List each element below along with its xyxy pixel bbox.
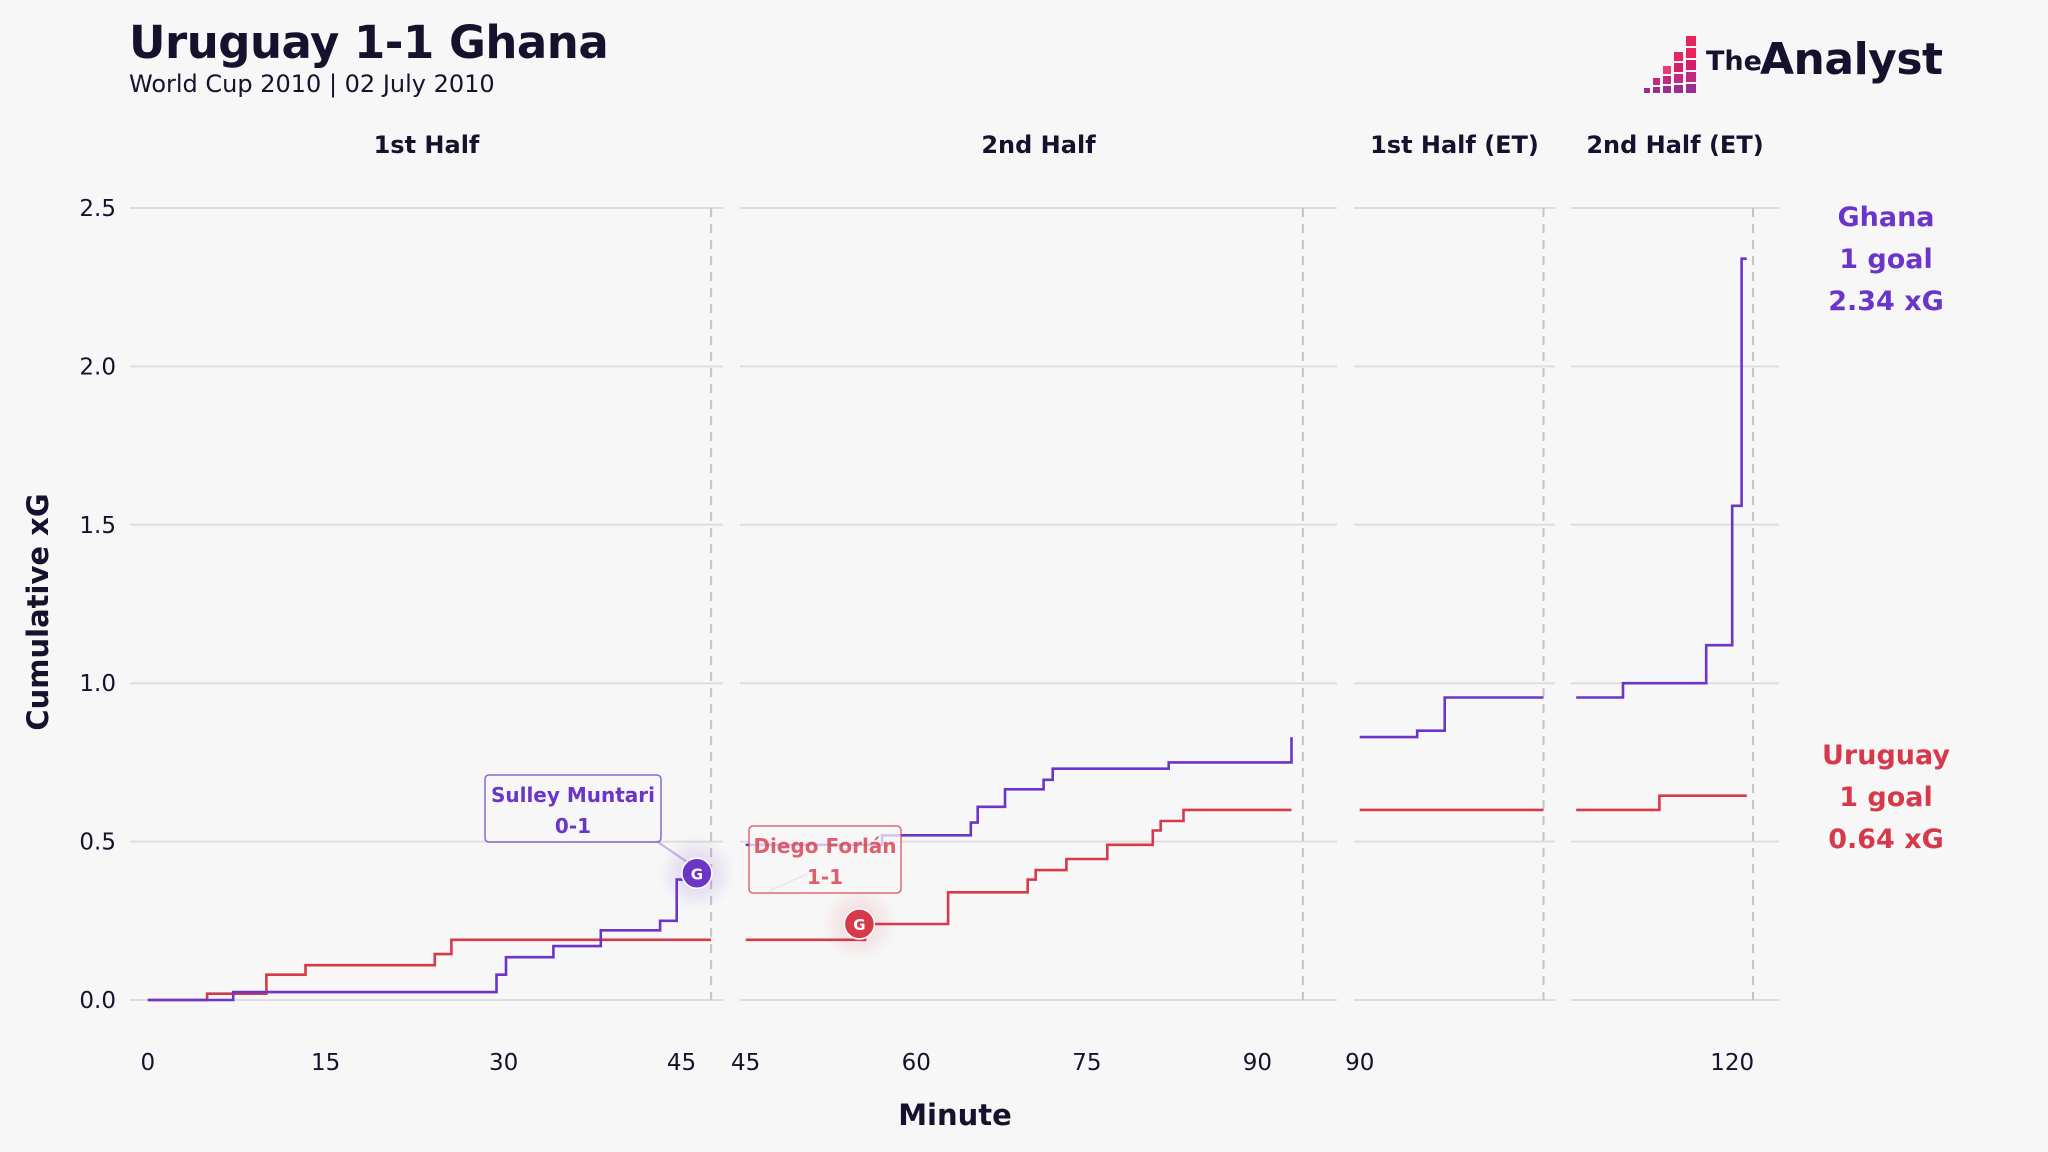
y-tick-label: 1.5 (79, 513, 116, 539)
panel-title: 1st Half (ET) (1370, 131, 1539, 159)
annotation-player: Diego Forlán (753, 834, 896, 858)
x-tick-label: 90 (1243, 1050, 1272, 1076)
goal-marker-icon (843, 908, 876, 940)
logo-text-analyst: Analyst (1760, 34, 1943, 85)
panel-1: 1st Half 0 15 30 45 (130, 131, 723, 1076)
uruguay-xg-line-panel-1 (147, 938, 712, 1002)
y-tick-label: 2.5 (79, 196, 116, 222)
logo-mark-icon (1644, 36, 1696, 93)
ghana-xg-line-panel-4 (1576, 257, 1747, 699)
ghana-xg-line-panel-2 (745, 737, 1293, 847)
y-axis-title: Cumulative xG (21, 493, 55, 730)
y-axis: 0.0 0.5 1.0 1.5 2.0 2.5 (79, 196, 116, 1014)
goal-marker-label: G (853, 916, 865, 934)
panel-2: 2nd Half 45 60 75 90 (731, 131, 1337, 1076)
ghana-label-goals: 1 goal (1839, 244, 1933, 275)
annotation-score: 1-1 (807, 865, 843, 889)
uruguay-xg-line-panel-2 (745, 808, 1292, 942)
annotation-box (748, 825, 902, 894)
goal-marker-label: G (691, 865, 703, 883)
x-tick-label: 0 (140, 1050, 155, 1076)
annotation-leader-line (654, 839, 690, 865)
x-tick-label: 120 (1710, 1050, 1754, 1076)
y-tick-label: 0.0 (79, 988, 116, 1014)
ghana-goal-annotation: Sulley Muntari 0-1 G (484, 774, 735, 912)
goal-marker-icon (681, 857, 713, 890)
x-tick-label: 90 (1345, 1050, 1374, 1076)
ghana-label-xg: 2.34 xG (1828, 286, 1944, 317)
chart-series (147, 257, 1747, 1002)
panel-title: 1st Half (374, 131, 480, 159)
y-tick-label: 2.0 (79, 354, 116, 380)
uruguay-label-name: Uruguay (1822, 740, 1950, 771)
y-tick-label: 1.0 (79, 671, 116, 697)
x-tick-label: 60 (902, 1050, 931, 1076)
annotation-score: 0-1 (555, 814, 591, 838)
annotation-box (484, 774, 662, 843)
x-tick-label: 30 (489, 1050, 518, 1076)
chart-title: Uruguay 1-1 Ghana (129, 16, 609, 69)
uruguay-summary-label: Uruguay 1 goal 0.64 xG (1822, 740, 1950, 855)
logo-text-the: The (1706, 46, 1762, 77)
uruguay-goal-annotation: Diego Forlán 1-1 G (748, 825, 902, 962)
uruguay-label-xg: 0.64 xG (1828, 824, 1944, 855)
panel-3: 1st Half (ET) 90 (1345, 131, 1555, 1076)
panel-title: 2nd Half (981, 131, 1096, 159)
x-tick-label: 45 (731, 1050, 760, 1076)
uruguay-label-goals: 1 goal (1839, 782, 1933, 813)
goal-annotations: Sulley Muntari 0-1 G Diego Forlán 1-1 G (484, 774, 902, 962)
ghana-label-name: Ghana (1837, 202, 1934, 233)
annotation-player: Sulley Muntari (491, 783, 655, 807)
chart-subtitle: World Cup 2010 | 02 July 2010 (129, 70, 495, 98)
panel-title: 2nd Half (ET) (1586, 131, 1763, 159)
x-tick-label: 15 (311, 1050, 340, 1076)
x-tick-label: 45 (667, 1050, 696, 1076)
panel-4: 2nd Half (ET) 120 (1571, 131, 1779, 1076)
the-analyst-logo: The Analyst (1636, 30, 1956, 100)
x-axis-title: Minute (898, 1098, 1012, 1132)
y-tick-label: 0.5 (79, 830, 116, 856)
uruguay-xg-line-panel-4 (1576, 794, 1747, 812)
ghana-summary-label: Ghana 1 goal 2.34 xG (1828, 202, 1944, 317)
ghana-xg-line-panel-3 (1359, 696, 1544, 739)
ghana-xg-line-panel-1 (147, 878, 697, 1002)
x-tick-label: 75 (1072, 1050, 1101, 1076)
